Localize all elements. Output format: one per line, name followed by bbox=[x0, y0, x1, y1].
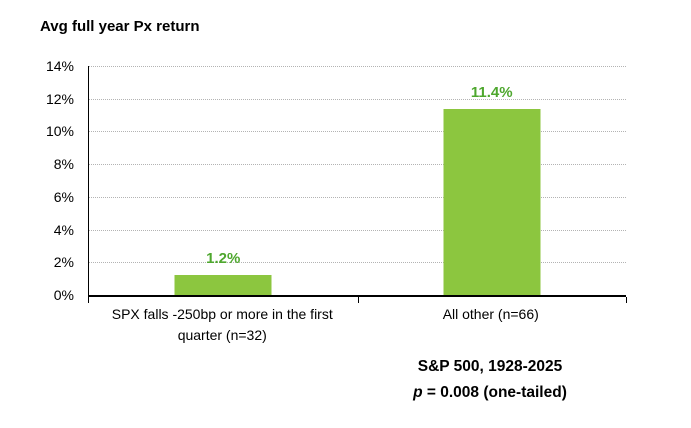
x-axis-label-text: SPX falls -250bp or more in the first qu… bbox=[111, 306, 333, 343]
gridline bbox=[89, 98, 626, 100]
y-axis-tick-label: 0% bbox=[53, 287, 74, 303]
y-axis-tick-label: 10% bbox=[45, 123, 74, 140]
x-axis-label-first-quarter-drop: SPX falls -250bp or more in the first qu… bbox=[88, 304, 357, 346]
gridline bbox=[89, 131, 626, 133]
y-axis-tick-label: 8% bbox=[53, 156, 74, 173]
bar-group-first-quarter-drop: 1.2% bbox=[89, 66, 358, 295]
bar bbox=[174, 275, 272, 295]
p-value-text: = 0.008 (one-tailed) bbox=[422, 384, 567, 401]
gridline bbox=[89, 66, 626, 67]
gridline bbox=[89, 262, 626, 264]
bar bbox=[443, 108, 541, 295]
bar-group-all-other: 11.4% bbox=[358, 66, 627, 295]
y-axis-tick-label: 2% bbox=[53, 254, 74, 271]
x-axis-tick bbox=[357, 297, 359, 303]
y-axis-tick-label: 14% bbox=[45, 58, 74, 74]
footnote-source-line: S&P 500, 1928-2025 bbox=[417, 358, 563, 375]
gridline bbox=[89, 196, 626, 198]
x-axis-tick bbox=[626, 297, 627, 303]
x-axis-tick bbox=[88, 297, 89, 303]
y-axis-tick-labels: 0% 2% 4% 6% 8% 10% 12% 14% bbox=[0, 58, 80, 303]
bar-groups: 1.2% 11.4% bbox=[89, 66, 626, 295]
bar-data-label: 11.4% bbox=[470, 83, 513, 101]
y-axis-tick-label: 6% bbox=[53, 188, 74, 205]
y-axis-tick-label: 12% bbox=[45, 90, 74, 107]
footnote-pvalue-line: p = 0.008 (one-tailed) bbox=[340, 380, 640, 406]
gridline bbox=[89, 164, 626, 166]
p-symbol: p bbox=[413, 384, 423, 401]
bar-data-label: 1.2% bbox=[206, 250, 241, 268]
x-axis-label-all-other: All other (n=66) bbox=[357, 304, 626, 346]
chart-title: Avg full year Px return bbox=[40, 18, 200, 35]
gridline bbox=[89, 229, 626, 231]
x-axis-label-text: All other (n=66) bbox=[442, 306, 539, 322]
y-axis-tick-label: 4% bbox=[53, 221, 74, 238]
chart-footnote: S&P 500, 1928-2025 p = 0.008 (one-tailed… bbox=[340, 354, 640, 406]
plot-area: 1.2% 11.4% bbox=[88, 66, 627, 303]
x-axis-category-labels: SPX falls -250bp or more in the first qu… bbox=[88, 304, 625, 346]
